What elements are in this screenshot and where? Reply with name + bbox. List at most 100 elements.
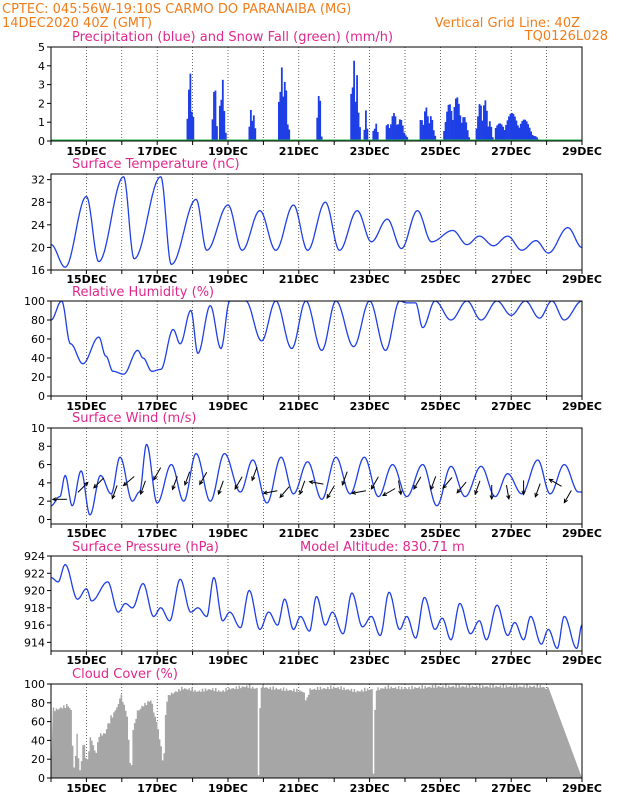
precip-bar (419, 120, 422, 141)
precip-bar (428, 123, 431, 141)
y-tick-label: 8 (38, 440, 45, 453)
precip-bar (365, 110, 367, 141)
x-tick-label: 29DEC (562, 527, 602, 540)
y-tick-label: 28 (31, 196, 45, 209)
precip-bar (425, 107, 428, 141)
precip-bar (319, 100, 322, 141)
wind-arrow-head (217, 489, 222, 496)
precip-bar (522, 119, 525, 141)
precip-bar (490, 126, 493, 141)
wind-arrow-head (199, 480, 204, 486)
x-tick-label: 27DEC (491, 400, 531, 413)
y-tick-label: 924 (24, 550, 45, 563)
precip-bar (452, 119, 454, 141)
panel-title: Precipitation (blue) and Snow Fall (gree… (72, 30, 393, 45)
panel-title: Relative Humidity (%) (72, 285, 214, 300)
precip-bar (478, 104, 481, 141)
y-tick-label: 3 (38, 79, 45, 92)
x-tick-label: 27DEC (491, 273, 531, 286)
precip-bar (521, 120, 524, 141)
precip-bar (534, 136, 537, 141)
wind-vector-arrow (309, 481, 324, 485)
x-tick-label: 17DEC (137, 782, 177, 795)
precip-bar (189, 73, 192, 141)
precip-bar (421, 120, 423, 141)
precip-bar (525, 121, 528, 141)
precip-bar (188, 89, 190, 141)
precip-bar (528, 127, 531, 141)
precip-bar (359, 127, 361, 141)
wind-arrow-head (474, 489, 479, 496)
precip-bar (488, 121, 491, 141)
precip-bar (366, 128, 369, 141)
precip-bar (519, 123, 522, 141)
header-grid-line: Vertical Grid Line: 40Z (435, 16, 580, 31)
x-tick-label: 21DEC (279, 145, 319, 158)
x-tick-label: 23DEC (350, 273, 390, 286)
precip-bar (397, 124, 400, 141)
y-tick-label: 922 (24, 567, 45, 580)
precip-bar (485, 110, 488, 141)
wind-vector-arrow (326, 485, 335, 499)
precip-bar (216, 126, 218, 141)
precip-bar (317, 95, 320, 141)
wind-vector-arrow (549, 478, 562, 487)
panel-title: Cloud Cover (%) (72, 667, 178, 682)
x-tick-label: 23DEC (350, 400, 390, 413)
wind-arrow-head (171, 485, 176, 491)
wind-vector-arrow (172, 476, 178, 490)
precip-bar (434, 135, 437, 141)
precip-bar (483, 105, 485, 141)
wind-series-line (51, 443, 582, 516)
precip-bar (426, 116, 429, 141)
wind-vector-arrow (299, 480, 306, 495)
panel-precip: 0 1 2 3 4 5 15DEC 17DEC 19DEC 21DEC 23DEC 25DEC 27DE… (38, 30, 602, 158)
wind-vector-arrow (234, 476, 243, 490)
precip-bar (459, 115, 462, 141)
wind-vector-arrow (442, 477, 453, 489)
precip-bar (506, 120, 509, 141)
precip-bar (484, 100, 487, 141)
y-tick-label: 0 (38, 513, 45, 526)
precip-bar (508, 116, 510, 141)
wind-vector-arrow (279, 486, 290, 498)
precip-bar (457, 103, 460, 141)
x-tick-label: 25DEC (420, 654, 460, 667)
precip-bar (375, 123, 378, 141)
wind-arrow-head (139, 489, 144, 496)
wind-arrow-head (93, 483, 98, 489)
wind-arrow-head (122, 481, 128, 487)
x-tick-label: 27DEC (491, 145, 531, 158)
x-tick-label: 17DEC (137, 273, 177, 286)
wind-arrow-head (234, 484, 239, 490)
wind-arrow-head (299, 489, 304, 496)
precip-bar (468, 137, 471, 141)
y-tick-label: 80 (31, 697, 45, 710)
precip-bar (286, 124, 289, 141)
precip-bar (390, 124, 392, 141)
precip-bar (429, 116, 432, 141)
y-tick-label: 2 (38, 495, 45, 508)
x-tick-label: 15DEC (66, 273, 106, 286)
header-date: 14DEC2020 40Z (GMT) (2, 16, 152, 31)
precip-bar (280, 67, 283, 141)
precip-bar (223, 110, 226, 141)
panel-title: Surface Pressure (hPa) (72, 540, 219, 555)
y-tick-label: 2 (38, 97, 45, 110)
panel-rh: 0 20 40 60 80 100 15DEC 17DEC 19DEC 21DEC 23DEC 25D… (24, 285, 602, 413)
x-tick-label: 15DEC (66, 782, 106, 795)
panel-title: Surface Wind (m/s) (72, 411, 196, 426)
precip-bar (277, 101, 280, 141)
panel-temp: 16 20 24 28 32 15DEC 17DEC 19DEC 21DEC 23DEC 25DEC… (31, 157, 602, 286)
precip-bar (394, 116, 397, 141)
precip-bar (480, 105, 482, 141)
x-tick-label: 17DEC (137, 654, 177, 667)
precip-bar (496, 125, 499, 141)
precip-bar (497, 123, 500, 141)
precip-bar (279, 91, 282, 141)
y-tick-label: 20 (31, 371, 45, 384)
precip-bar (511, 112, 513, 141)
y-tick-label: 0 (38, 135, 45, 148)
y-tick-label: 6 (38, 459, 45, 472)
x-tick-label: 15DEC (66, 527, 106, 540)
